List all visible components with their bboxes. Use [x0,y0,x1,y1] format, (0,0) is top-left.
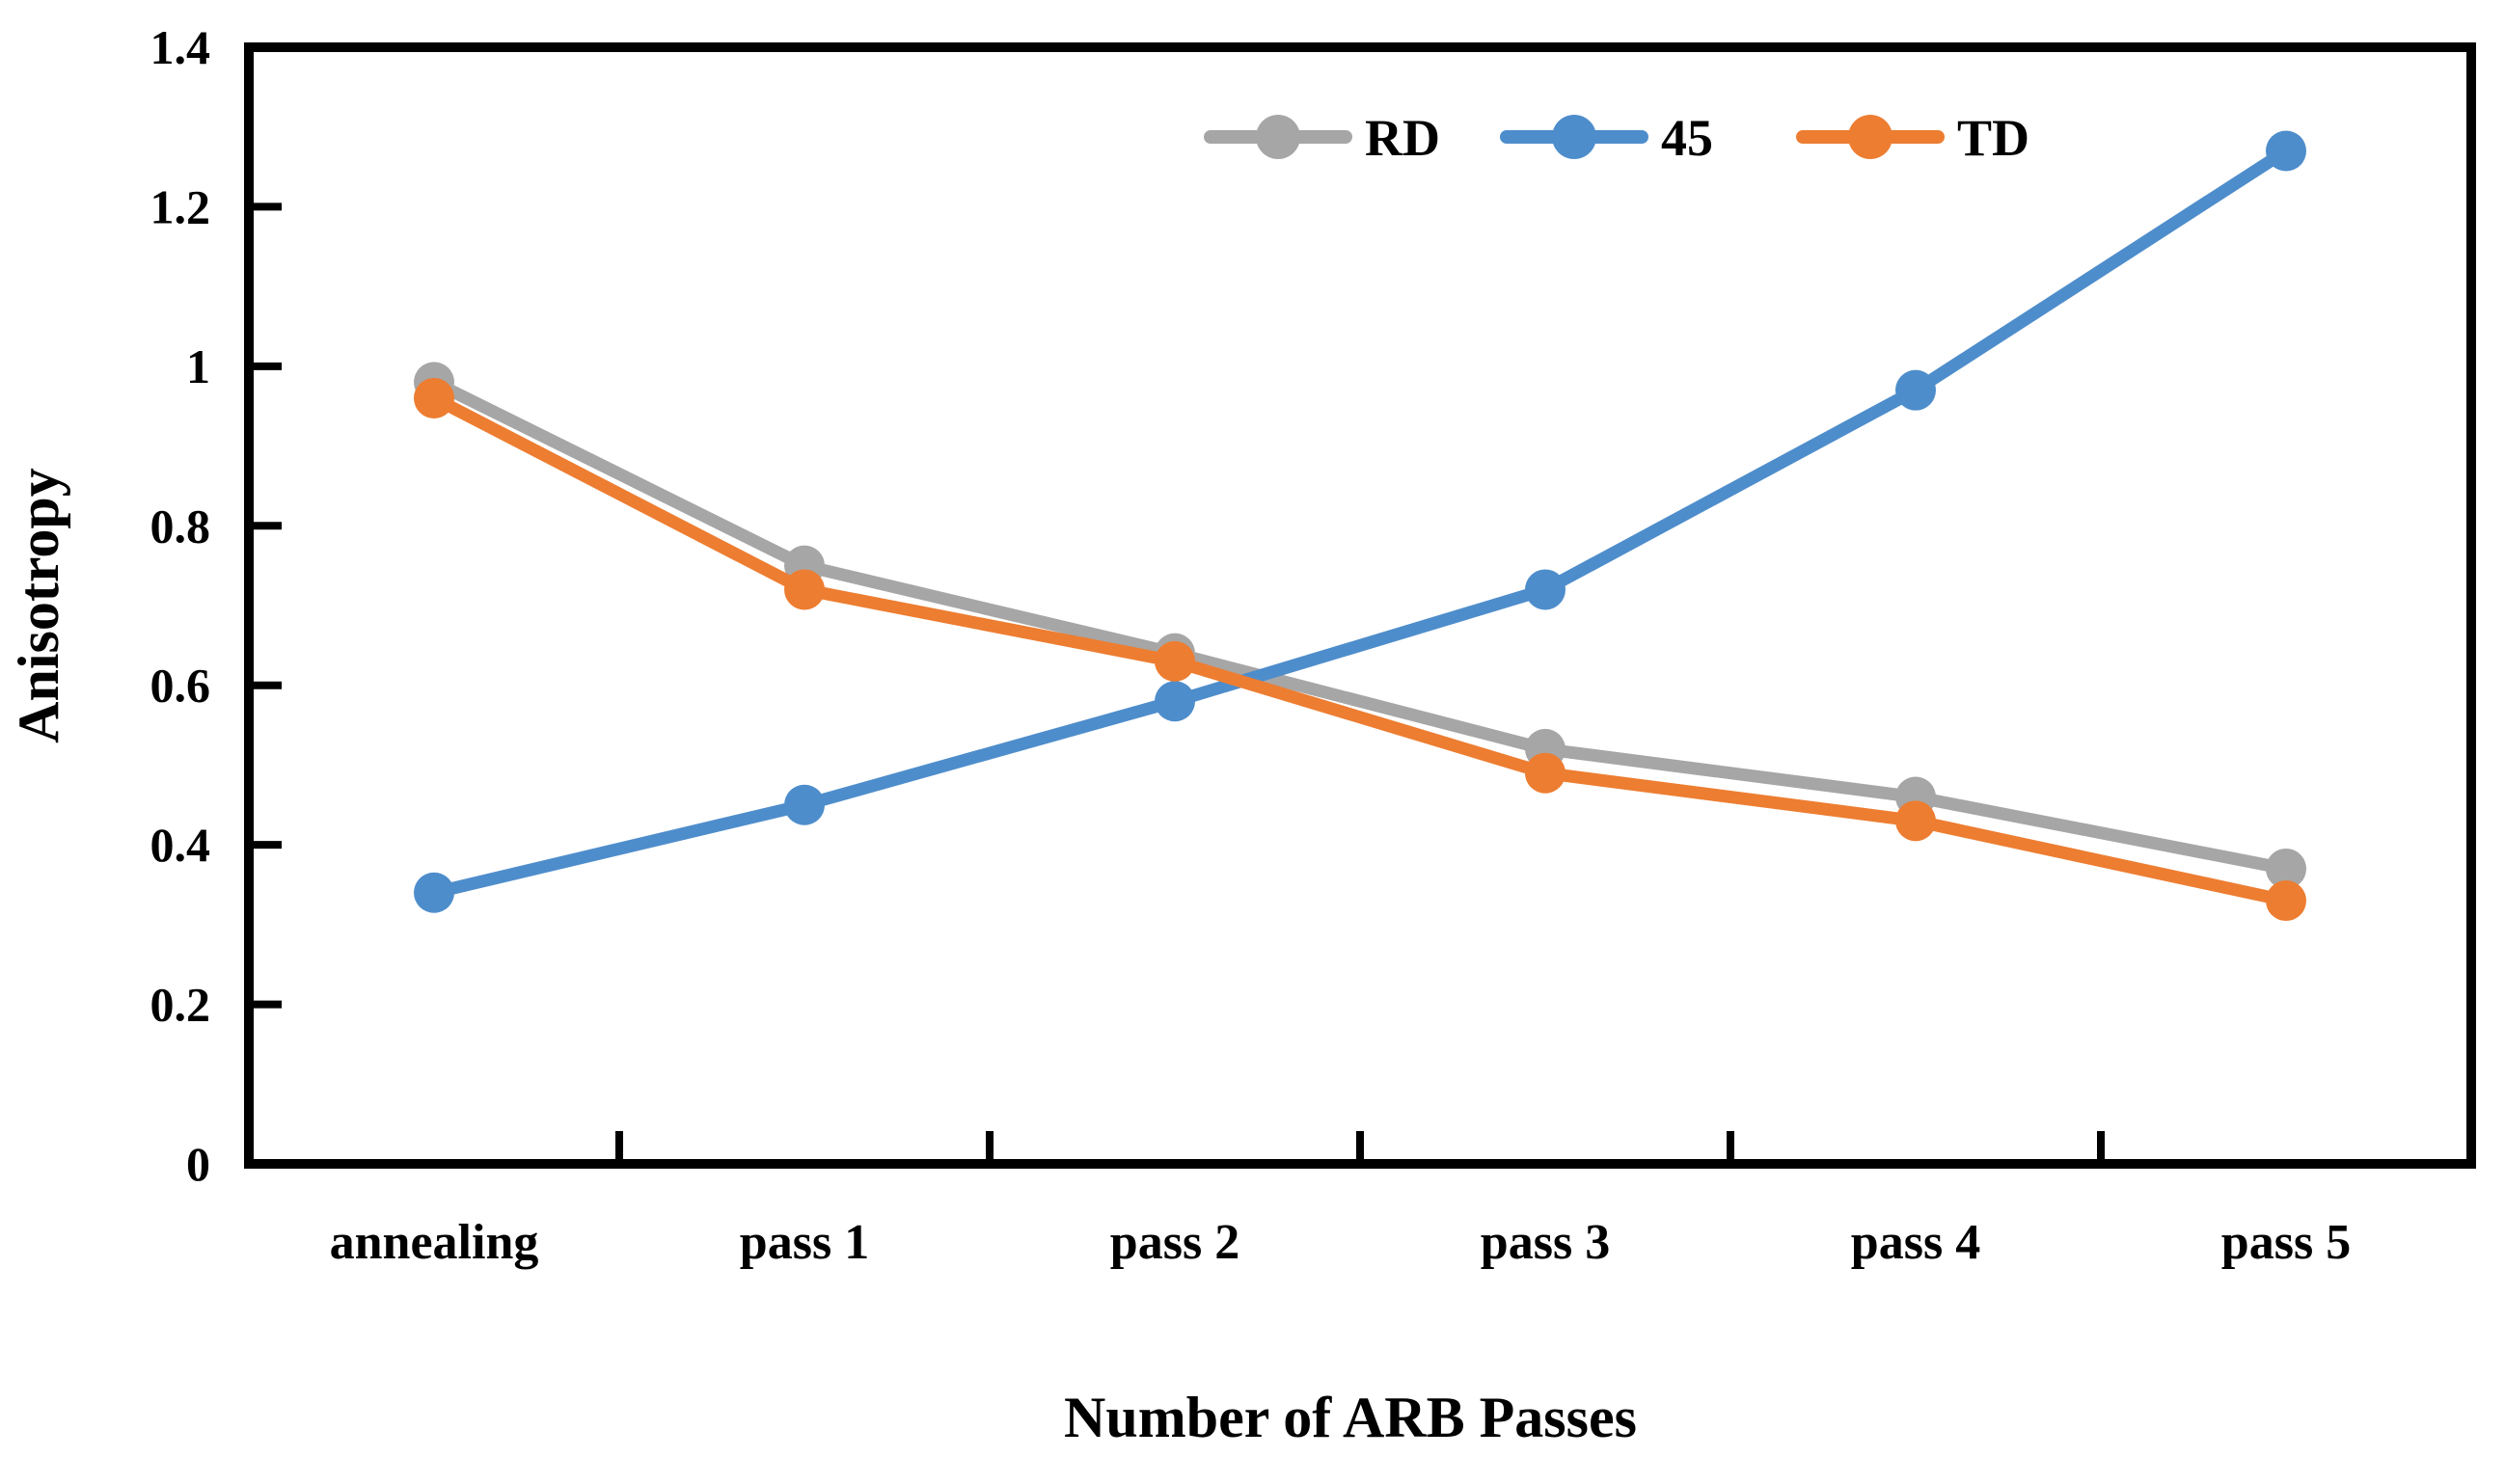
data-point-TD-pass 4 [1895,800,1936,842]
legend-label-45: 45 [1661,109,1713,167]
legend: RD 45 TD [1204,109,2029,167]
series-RD [414,362,2306,889]
data-point-45-pass 1 [784,784,825,825]
x-axis-tick-labels: annealing pass 1 pass 2 pass 3 pass 4 pass 5 [330,1215,2352,1270]
series-45 [414,130,2306,913]
data-point-RD-pass 5 [2266,848,2306,889]
data-point-TD-pass 2 [1155,640,1195,682]
y-tick-label: 0.4 [150,818,211,872]
data-point-45-pass 2 [1155,681,1195,722]
legend-label-RD: RD [1365,109,1440,167]
series-line-45 [427,145,2293,900]
data-series [414,130,2306,922]
series-line-RD [427,375,2293,876]
y-axis-title: Anisotropy [7,468,70,743]
x-tick-label: annealing [330,1215,539,1270]
y-tick-label: 0.8 [150,499,211,553]
data-point-45-pass 3 [1525,569,1566,610]
legend-marker-TD [1848,115,1892,159]
legend-item-TD: TD [1796,109,2029,167]
y-axis-tick-labels: 0 0.2 0.4 0.6 0.8 1 1.2 1.4 [150,20,211,1191]
y-tick-label: 1.4 [150,20,211,74]
data-point-TD-annealing [414,377,454,418]
data-point-TD-pass 1 [784,569,825,610]
x-tick-label: pass 3 [1481,1215,1610,1270]
y-tick-label: 1 [186,339,210,393]
x-axis-ticks [615,1131,2105,1164]
x-tick-label: pass 1 [740,1215,869,1270]
data-point-TD-pass 5 [2266,880,2306,922]
x-axis-title: Number of ARB Passes [1064,1386,1637,1449]
legend-marker-RD [1256,115,1300,159]
y-axis-ticks [249,202,282,1009]
x-tick-label: pass 4 [1851,1215,1980,1270]
legend-marker-45 [1552,115,1596,159]
data-point-TD-pass 3 [1525,752,1566,794]
x-tick-label: pass 2 [1110,1215,1239,1270]
legend-label-TD: TD [1957,109,2029,167]
y-tick-label: 0.2 [150,978,211,1032]
y-tick-label: 0.6 [150,659,211,713]
y-tick-label: 1.2 [150,179,211,233]
y-tick-label: 0 [186,1137,210,1191]
data-point-45-pass 4 [1895,369,1936,411]
x-tick-label: pass 5 [2221,1215,2351,1270]
series-TD [414,377,2306,922]
series-line-TD [427,391,2293,907]
legend-item-45: 45 [1500,109,1713,167]
legend-item-RD: RD [1204,109,1440,167]
data-point-45-annealing [414,872,454,913]
plot-area-border [244,42,2476,1169]
data-point-45-pass 5 [2266,130,2306,172]
